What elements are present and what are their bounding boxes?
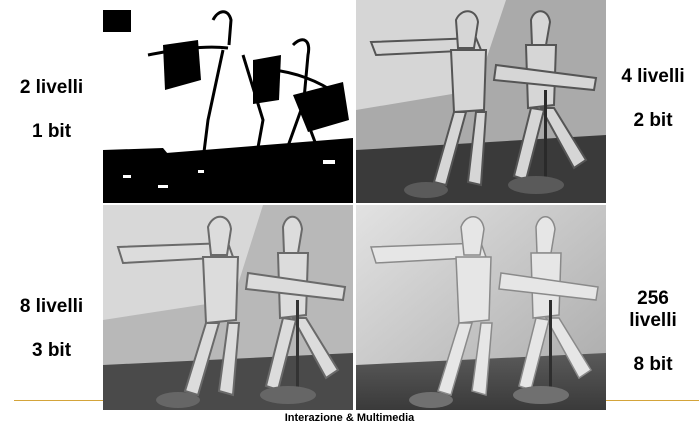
mannequin-image-3bit: [103, 205, 353, 410]
levels-text: 8 livelli: [19, 296, 84, 317]
photo-256-levels: [356, 205, 606, 410]
levels-text: 2 livelli: [19, 77, 84, 98]
photo-2-levels: [103, 0, 353, 203]
levels-text: 256 livelli: [629, 288, 677, 331]
footer-divider-right: [606, 400, 699, 401]
bits-text: 2 bit: [633, 110, 673, 131]
footer-caption: Interazione & Multimedia: [284, 412, 415, 424]
photo-8-levels: [103, 205, 353, 410]
label-4-levels: 4 livelli 2 bit: [607, 44, 699, 154]
mannequin-image-1bit: [103, 0, 353, 203]
label-256-levels: 256 livelli 8 bit: [607, 266, 699, 398]
bits-text: 3 bit: [31, 340, 72, 361]
mannequin-image-8bit: [356, 205, 606, 410]
bits-text: 8 bit: [633, 354, 673, 375]
mannequin-image-2bit: [356, 0, 606, 203]
label-2-levels: 2 livelli 1 bit: [0, 55, 103, 165]
bits-text: 1 bit: [31, 121, 72, 142]
photo-4-levels: [356, 0, 606, 203]
levels-text: 4 livelli: [621, 66, 685, 87]
footer-divider-left: [14, 400, 103, 401]
label-8-levels: 8 livelli 3 bit: [0, 274, 103, 384]
